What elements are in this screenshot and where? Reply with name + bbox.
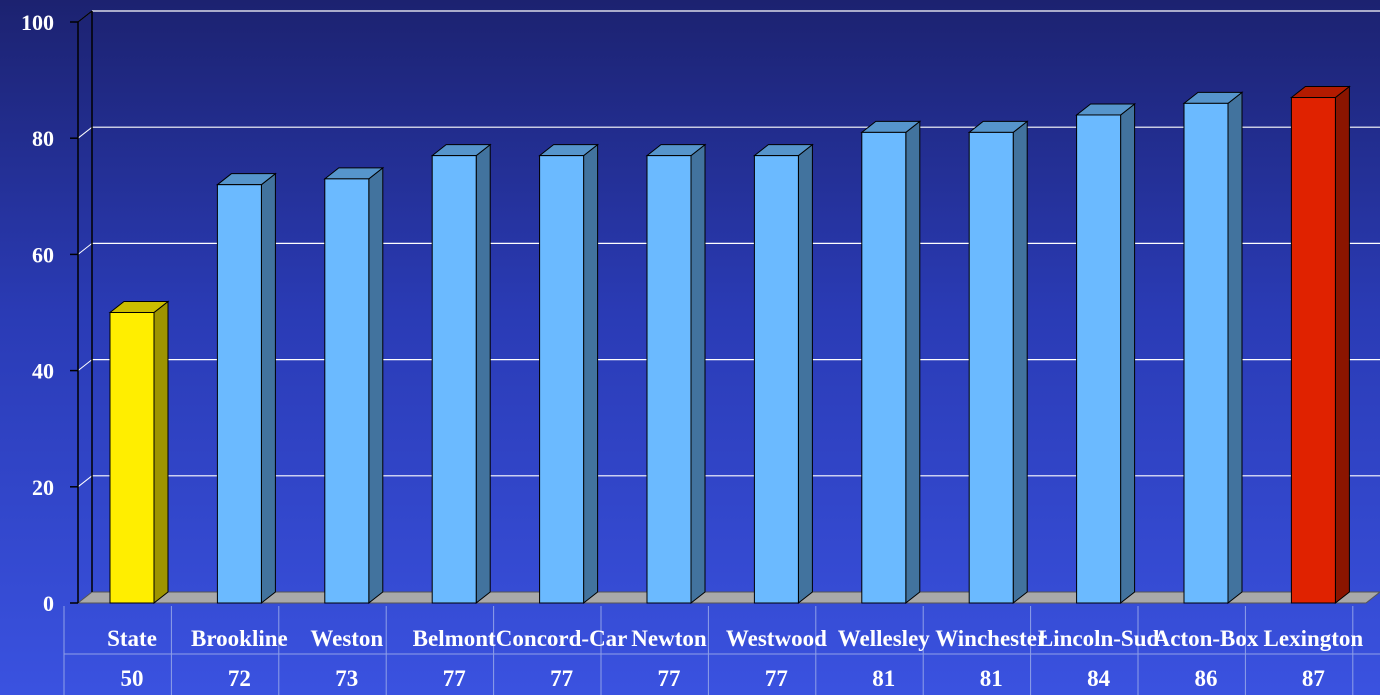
bar-belmont — [430, 143, 492, 605]
bar-front — [539, 155, 585, 604]
value-label: 86 — [1195, 666, 1218, 691]
y-tick-label: 80 — [32, 126, 54, 151]
bar-front — [431, 155, 477, 604]
category-label: Acton-Box — [1154, 626, 1259, 651]
bar-side — [153, 300, 169, 605]
value-label: 77 — [443, 666, 466, 691]
value-label: 84 — [1087, 666, 1111, 691]
bars — [108, 85, 1351, 605]
category-label: Lexington — [1264, 626, 1364, 651]
y-axis-top-line — [77, 10, 93, 23]
gridline-diagonal — [77, 243, 93, 255]
value-label: 87 — [1302, 666, 1325, 691]
value-label: 73 — [335, 666, 358, 691]
value-label: 77 — [765, 666, 788, 691]
floor-plane — [76, 591, 1380, 604]
bar-front — [968, 131, 1014, 604]
bar-side — [260, 172, 276, 605]
bar-front — [1290, 97, 1336, 604]
y-axis — [70, 10, 93, 604]
bar-concord-car — [538, 143, 600, 605]
bar-front — [1183, 102, 1229, 604]
y-tick-labels: 0 20 40 60 80 100 — [21, 10, 54, 616]
bar-side — [1120, 102, 1136, 605]
gridline-diagonal — [77, 475, 93, 488]
y-tick-label: 60 — [32, 242, 54, 267]
bar-lincoln-sud — [1075, 102, 1137, 605]
value-label: 77 — [550, 666, 573, 691]
bar-lexington — [1289, 85, 1351, 605]
bar-wellesley — [860, 120, 922, 605]
category-label: Lincoln-Sud — [1038, 626, 1160, 651]
bar-newton — [645, 143, 707, 605]
bar-front — [324, 178, 370, 604]
bar-state — [108, 300, 170, 605]
bar-side — [690, 143, 706, 605]
category-label: Brookline — [191, 626, 288, 651]
bar-front — [753, 155, 799, 604]
bar-front — [861, 131, 907, 604]
bar-side — [1334, 85, 1350, 605]
category-label: Wellesley — [838, 626, 930, 651]
category-label: Newton — [631, 626, 707, 651]
category-label: Concord-Car — [496, 626, 628, 651]
bar-side — [1227, 91, 1243, 605]
value-label: 81 — [980, 666, 1003, 691]
value-label: 81 — [872, 666, 895, 691]
bar-side — [475, 143, 491, 605]
y-tick-label: 40 — [32, 359, 54, 384]
category-label: State — [107, 626, 157, 651]
bar-brookline — [215, 172, 277, 605]
value-label: 72 — [228, 666, 251, 691]
category-label: Winchester — [935, 626, 1047, 651]
gridline-diagonal — [77, 359, 93, 371]
y-tick-label: 0 — [43, 591, 54, 616]
bar-front — [646, 155, 692, 604]
bar-side — [1012, 120, 1028, 605]
bar-westwood — [752, 143, 814, 605]
category-label: Westwood — [726, 626, 827, 651]
gridlines — [77, 10, 1380, 488]
y-tick-label: 100 — [21, 10, 54, 35]
bar-side — [905, 120, 921, 605]
y-tick-label: 20 — [32, 475, 54, 500]
bar-weston — [323, 166, 385, 605]
data-table: State 50 Brookline 72 Weston 73 Belmont 77 Conco… — [63, 606, 1380, 695]
gridline-diagonal — [77, 126, 93, 139]
value-label: 77 — [658, 666, 681, 691]
bar-winchester — [967, 120, 1029, 605]
bar-side — [797, 143, 813, 605]
bar-front — [1076, 114, 1122, 604]
bar-side — [583, 143, 599, 605]
chart-floor — [76, 591, 1380, 604]
bar-front — [216, 184, 262, 604]
bar-front — [109, 312, 155, 604]
bar-side — [368, 166, 384, 605]
category-label: Weston — [310, 626, 383, 651]
category-label: Belmont — [413, 626, 496, 651]
bar-acton-box — [1182, 91, 1244, 605]
value-label: 50 — [121, 666, 144, 691]
